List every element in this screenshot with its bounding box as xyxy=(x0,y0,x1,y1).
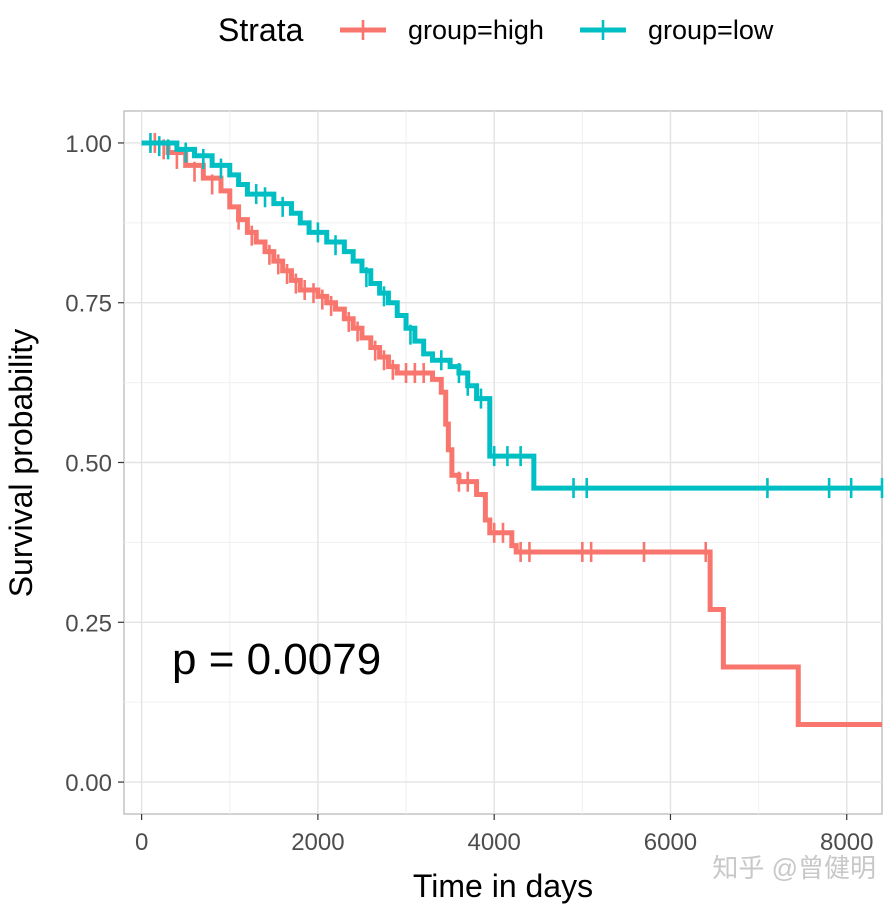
p-value-annotation: p = 0.0079 xyxy=(172,635,381,684)
x-tick-label: 4000 xyxy=(467,829,520,856)
legend-label: group=low xyxy=(648,15,774,45)
y-tick-label: 1.00 xyxy=(65,131,112,158)
legend: Strata group=high group=low xyxy=(218,12,774,48)
legend-title: Strata xyxy=(218,12,304,48)
y-tick-label: 0.25 xyxy=(65,610,112,637)
x-axis: 0 2000 4000 6000 8000 xyxy=(135,814,873,856)
x-tick-label: 6000 xyxy=(644,829,697,856)
series-layer xyxy=(141,132,884,728)
y-axis: 0.00 0.25 0.50 0.75 1.00 xyxy=(65,131,124,797)
x-axis-title: Time in days xyxy=(413,868,593,904)
y-tick-label: 0.75 xyxy=(65,291,112,318)
x-tick-label: 0 xyxy=(135,829,148,856)
series-group-low xyxy=(141,132,884,499)
y-tick-label: 0.50 xyxy=(65,451,112,478)
survival-curve-group-high xyxy=(141,140,882,728)
x-tick-label: 8000 xyxy=(820,829,873,856)
y-axis-title: Survival probability xyxy=(3,329,39,598)
y-tick-label: 0.00 xyxy=(65,770,112,797)
legend-item-group-high: group=high xyxy=(340,15,544,45)
legend-item-group-low: group=low xyxy=(580,15,774,45)
series-group-high xyxy=(141,132,882,728)
watermark: 知乎 @曾健明 xyxy=(712,853,876,883)
legend-label: group=high xyxy=(408,15,544,45)
x-tick-label: 2000 xyxy=(291,829,344,856)
